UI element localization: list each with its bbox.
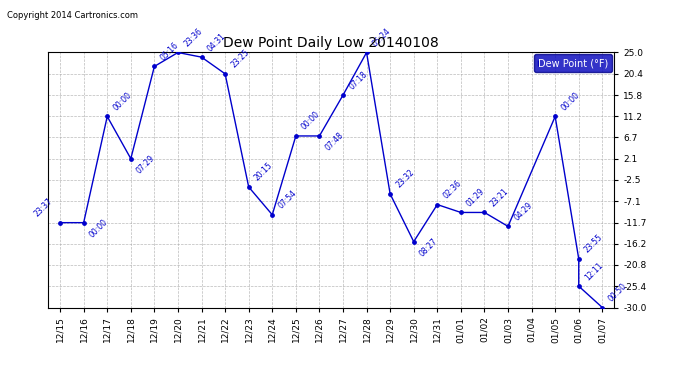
Text: 04:29: 04:29 [512, 200, 534, 222]
Text: 23:36: 23:36 [182, 27, 204, 48]
Text: 23:32: 23:32 [394, 168, 416, 190]
Text: 23:25: 23:25 [229, 48, 251, 70]
Text: 07:29: 07:29 [135, 153, 157, 176]
Text: 05:16: 05:16 [159, 40, 180, 62]
Text: 01:29: 01:29 [465, 186, 486, 208]
Point [101, 114, 112, 120]
Title: Dew Point Daily Low 20140108: Dew Point Daily Low 20140108 [224, 36, 439, 50]
Text: 23:55: 23:55 [583, 233, 604, 255]
Point [149, 63, 160, 69]
Point [384, 191, 395, 197]
Text: 05:24: 05:24 [371, 27, 393, 48]
Text: 20:15: 20:15 [253, 161, 275, 183]
Point [126, 156, 137, 162]
Point [479, 210, 490, 216]
Point [361, 50, 372, 55]
Text: 04:31: 04:31 [206, 31, 228, 53]
Point [78, 220, 89, 226]
Text: 00:00: 00:00 [88, 217, 110, 239]
Point [432, 202, 443, 208]
Point [502, 224, 513, 230]
Point [408, 238, 420, 244]
Text: 07:18: 07:18 [347, 69, 369, 91]
Point [550, 114, 561, 120]
Point [597, 304, 608, 310]
Point [219, 71, 230, 77]
Point [455, 210, 466, 216]
Text: 00:00: 00:00 [111, 90, 133, 112]
Point [55, 220, 66, 226]
Point [290, 133, 302, 139]
Point [573, 283, 584, 289]
Point [243, 184, 254, 190]
Text: 00:00: 00:00 [300, 110, 322, 132]
Text: 00:00: 00:00 [560, 90, 581, 112]
Text: 12:11: 12:11 [583, 261, 604, 282]
Text: 00:50: 00:50 [607, 281, 629, 303]
Point [196, 54, 207, 60]
Text: 23:21: 23:21 [489, 187, 511, 208]
Text: 07:54: 07:54 [277, 189, 298, 211]
Text: 07:48: 07:48 [324, 131, 346, 153]
Text: 02:36: 02:36 [442, 178, 463, 200]
Point [267, 212, 278, 218]
Point [337, 92, 348, 98]
Point [172, 50, 184, 55]
Text: 08:27: 08:27 [418, 237, 440, 258]
Text: Copyright 2014 Cartronics.com: Copyright 2014 Cartronics.com [7, 11, 138, 20]
Text: 23:37: 23:37 [32, 196, 54, 219]
Legend: Dew Point (°F): Dew Point (°F) [534, 54, 612, 72]
Point [573, 256, 584, 262]
Point [314, 133, 325, 139]
